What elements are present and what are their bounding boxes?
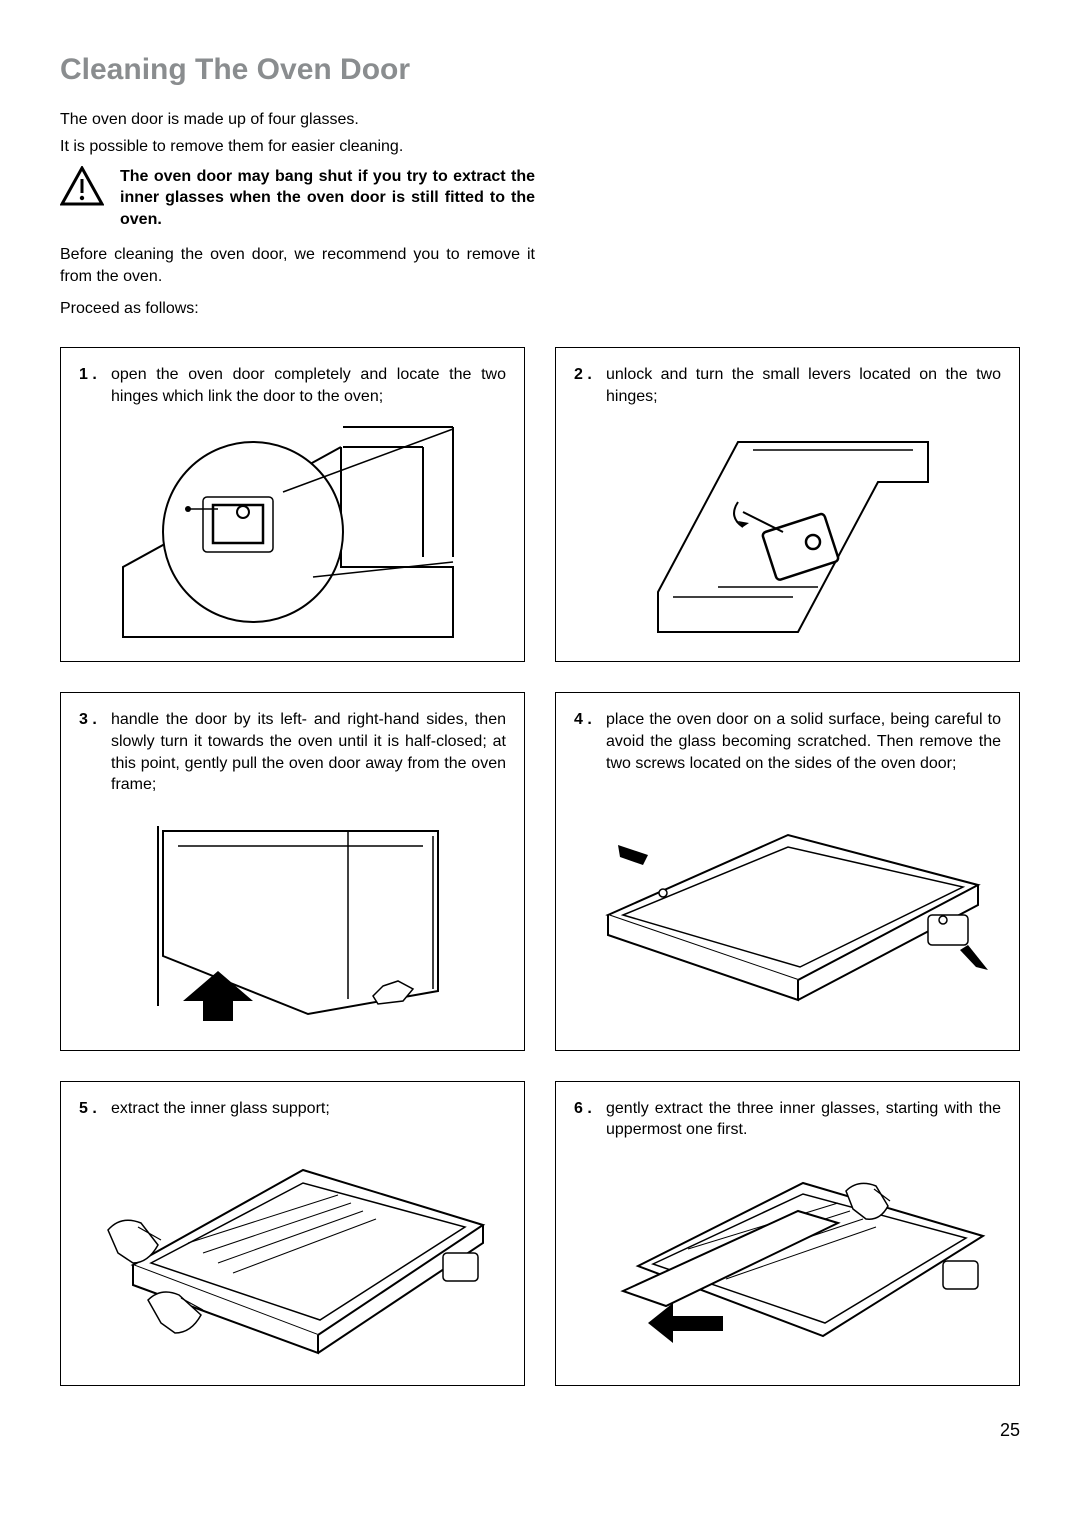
illustration-screws-remove (574, 784, 1001, 1036)
step-number: 6 . (574, 1098, 596, 1120)
page-title: Cleaning The Oven Door (60, 50, 1020, 91)
step-number: 3 . (79, 709, 101, 731)
step-text: unlock and turn the small levers located… (606, 364, 1001, 407)
step-box-6: 6 . gently extract the three inner glass… (555, 1081, 1020, 1386)
warning-icon (60, 166, 104, 213)
proceed-text: Proceed as follows: (60, 298, 1020, 320)
step-box-1: 1 . open the oven door completely and lo… (60, 347, 525, 662)
step-box-4: 4 . place the oven door on a solid surfa… (555, 692, 1020, 1050)
step-number: 2 . (574, 364, 596, 386)
steps-grid: 1 . open the oven door completely and lo… (60, 347, 1020, 1386)
step-number: 1 . (79, 364, 101, 386)
step-number: 5 . (79, 1098, 101, 1120)
illustration-support-extract (79, 1129, 506, 1371)
warning-text: The oven door may bang shut if you try t… (120, 166, 535, 231)
step-box-5: 5 . extract the inner glass support; (60, 1081, 525, 1386)
illustration-glass-extract (574, 1151, 1001, 1371)
step-box-3: 3 . handle the door by its left- and rig… (60, 692, 525, 1050)
intro-line-2: It is possible to remove them for easier… (60, 136, 1020, 158)
recommend-text: Before cleaning the oven door, we recomm… (60, 244, 535, 287)
illustration-door-remove (79, 806, 506, 1036)
illustration-hinge-locate (79, 417, 506, 647)
step-text: open the oven door completely and locate… (111, 364, 506, 407)
intro-line-1: The oven door is made up of four glasses… (60, 109, 1020, 131)
step-box-2: 2 . unlock and turn the small levers loc… (555, 347, 1020, 662)
step-text: gently extract the three inner glasses, … (606, 1098, 1001, 1141)
step-text: place the oven door on a solid surface, … (606, 709, 1001, 774)
step-text: extract the inner glass support; (111, 1098, 330, 1120)
step-text: handle the door by its left- and right-h… (111, 709, 506, 795)
page-number: 25 (60, 1418, 1020, 1442)
illustration-hinge-unlock (574, 417, 1001, 647)
step-number: 4 . (574, 709, 596, 731)
warning-block: The oven door may bang shut if you try t… (60, 166, 535, 231)
